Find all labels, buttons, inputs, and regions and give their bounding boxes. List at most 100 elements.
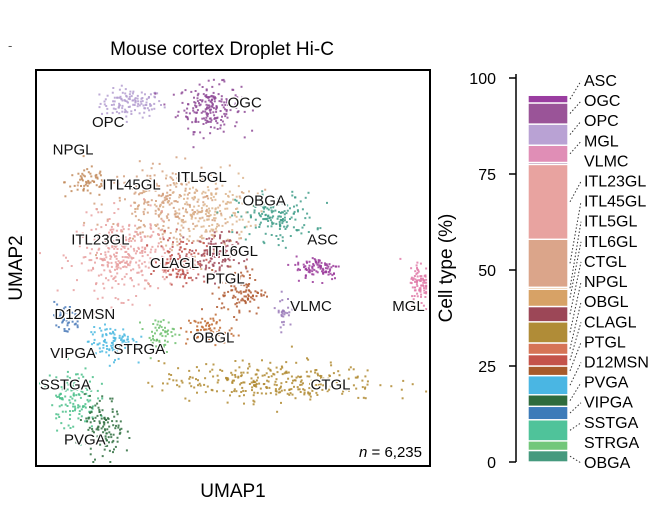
umap-point <box>225 113 228 116</box>
umap-point <box>176 240 179 243</box>
umap-point <box>195 179 198 182</box>
umap-point <box>185 282 188 285</box>
umap-point <box>163 269 166 272</box>
umap-point <box>64 306 67 309</box>
umap-point <box>211 389 214 392</box>
umap-point <box>238 366 241 369</box>
umap-point <box>316 263 319 266</box>
umap-point <box>213 236 215 239</box>
umap-point <box>319 383 322 386</box>
umap-point <box>189 262 192 265</box>
umap-point <box>328 379 331 382</box>
umap-point <box>244 238 247 241</box>
umap-point <box>161 210 163 213</box>
umap-point <box>55 376 58 379</box>
umap-point <box>183 257 186 260</box>
umap-point <box>324 262 326 265</box>
umap-point <box>196 97 199 100</box>
umap-point <box>199 131 202 134</box>
umap-point <box>181 183 183 186</box>
umap-point <box>134 252 137 255</box>
umap-point <box>94 352 97 355</box>
umap-point <box>296 386 299 389</box>
umap-point <box>143 190 146 193</box>
umap-point <box>158 185 161 187</box>
umap-point <box>217 286 220 289</box>
umap-point <box>190 253 193 256</box>
umap-point <box>68 316 71 319</box>
umap-point <box>110 332 113 335</box>
bar-segment-asc <box>527 94 569 104</box>
umap-point <box>131 92 134 95</box>
umap-point <box>328 269 331 272</box>
umap-label-npgl: NPGL <box>53 141 94 158</box>
umap-point <box>415 283 418 286</box>
umap-point <box>288 393 291 396</box>
umap-point <box>285 370 288 373</box>
umap-point <box>218 83 221 86</box>
umap-point <box>168 267 171 270</box>
umap-point <box>105 432 108 435</box>
umap-point <box>65 256 67 259</box>
umap-point <box>106 428 109 431</box>
umap-point <box>308 375 311 378</box>
umap-point <box>246 283 249 286</box>
umap-point <box>215 192 218 195</box>
umap-point <box>109 433 112 436</box>
umap-point <box>262 210 265 213</box>
cluster-itl6gl <box>182 230 248 285</box>
umap-point <box>182 226 185 229</box>
umap-point <box>115 229 118 232</box>
umap-point <box>112 349 115 352</box>
umap-point <box>308 271 311 274</box>
umap-point <box>129 261 132 264</box>
umap-point <box>256 192 259 195</box>
umap-point <box>142 189 145 191</box>
umap-point <box>227 101 230 104</box>
umap-point <box>202 175 205 178</box>
umap-point <box>185 330 188 333</box>
umap-point <box>131 187 134 190</box>
umap-point <box>245 225 248 228</box>
umap-point <box>157 187 160 189</box>
umap-point <box>77 377 80 380</box>
umap-point <box>104 98 107 101</box>
umap-point <box>222 294 225 297</box>
cluster-clagl <box>146 228 210 288</box>
umap-point <box>66 388 69 391</box>
umap-point <box>306 357 308 360</box>
umap-point <box>200 166 203 169</box>
umap-point <box>237 201 240 204</box>
umap-point <box>248 190 250 193</box>
umap-point <box>241 96 244 99</box>
umap-point <box>236 298 239 301</box>
umap-point <box>243 394 245 397</box>
cluster-obga <box>216 190 328 249</box>
umap-frame <box>35 69 431 467</box>
umap-point <box>184 203 187 206</box>
umap-point <box>215 173 218 176</box>
umap-point <box>298 388 301 391</box>
umap-point <box>106 234 108 237</box>
umap-point <box>233 214 236 217</box>
umap-point <box>220 100 223 103</box>
umap-point <box>322 377 325 380</box>
umap-point <box>412 298 415 301</box>
umap-point <box>124 88 127 91</box>
legend-label-ctgl: CTGL <box>584 254 627 271</box>
umap-point <box>80 408 83 411</box>
umap-point <box>194 320 197 323</box>
umap-point <box>115 242 118 244</box>
umap-point <box>132 237 134 240</box>
umap-point <box>414 280 416 283</box>
umap-point <box>117 260 120 263</box>
umap-point <box>305 370 308 373</box>
umap-point <box>129 245 132 248</box>
umap-point <box>57 413 60 416</box>
umap-point <box>328 388 331 391</box>
umap-point <box>292 379 294 382</box>
umap-point <box>197 384 199 387</box>
umap-point <box>284 203 287 206</box>
umap-point <box>135 231 138 233</box>
umap-point <box>159 213 162 216</box>
